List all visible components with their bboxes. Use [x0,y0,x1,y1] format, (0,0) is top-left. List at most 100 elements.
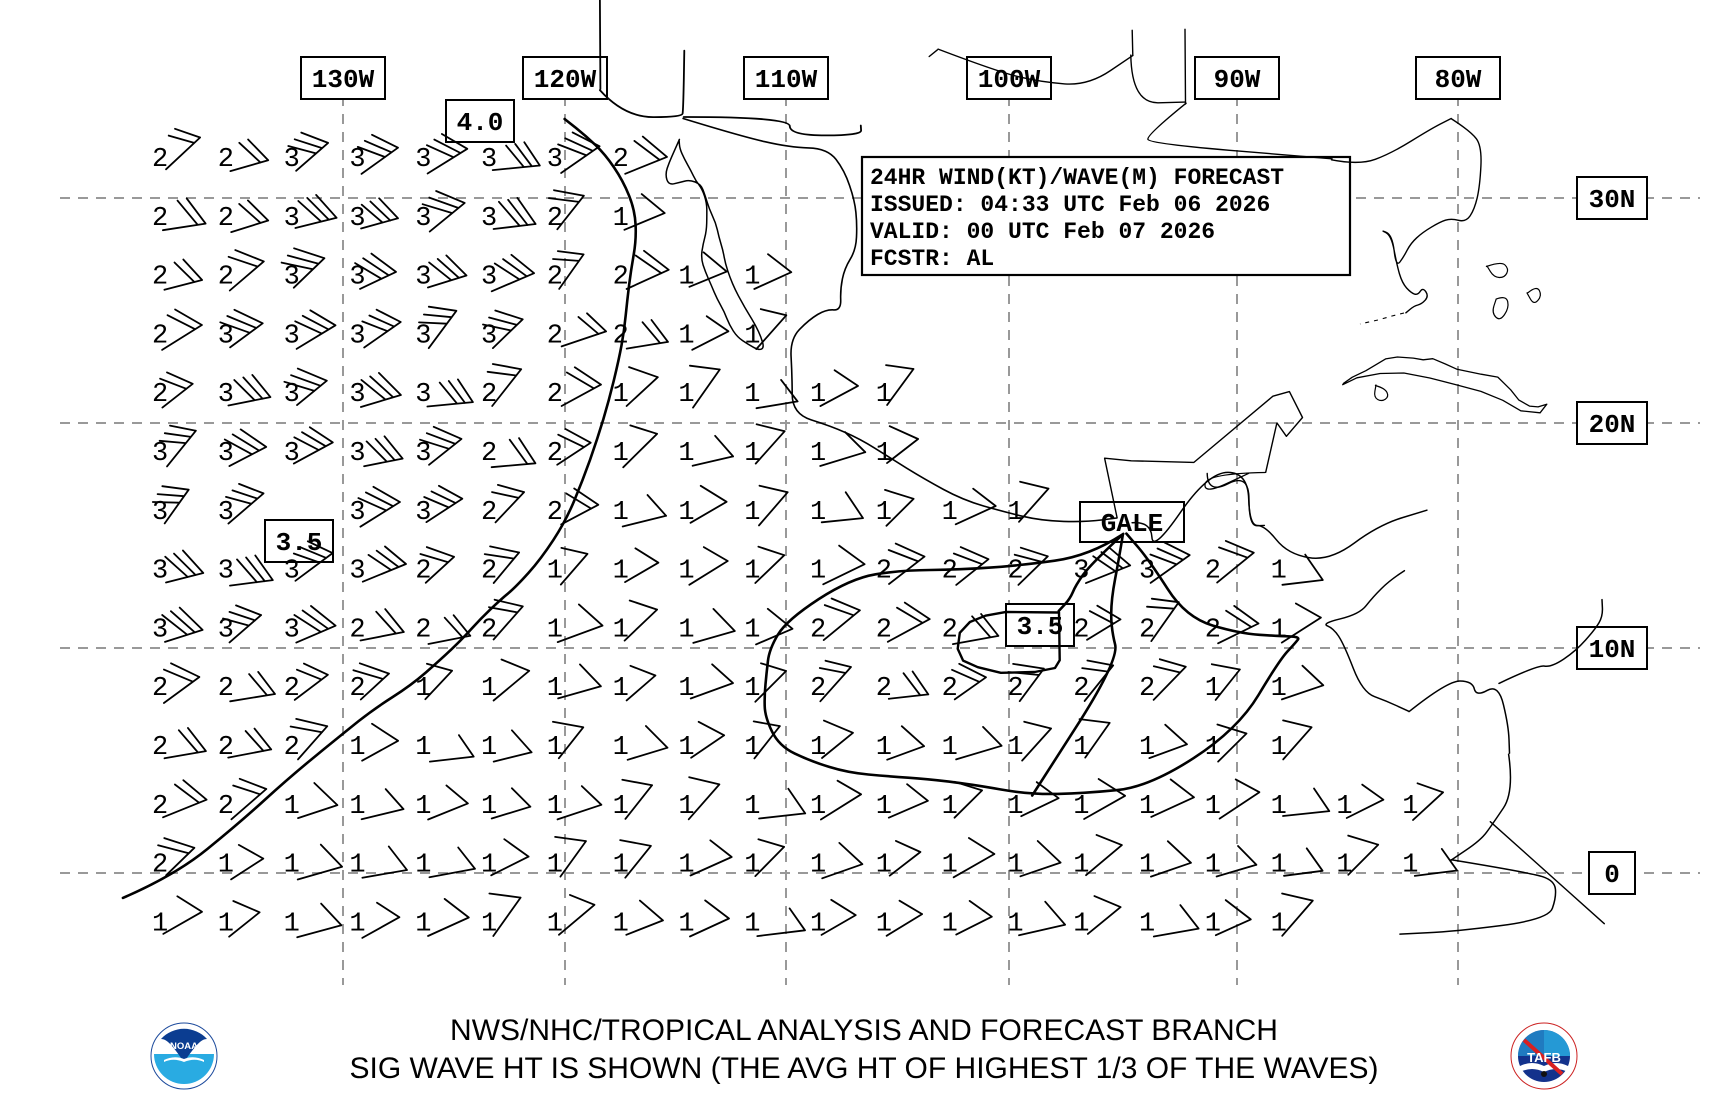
svg-text:1: 1 [810,851,826,881]
svg-text:1: 1 [1139,792,1155,822]
svg-text:3: 3 [349,321,365,351]
svg-text:1: 1 [1205,792,1221,822]
svg-text:2: 2 [481,498,497,528]
svg-text:1: 1 [547,792,563,822]
svg-text:2: 2 [415,557,431,587]
svg-text:1: 1 [678,733,694,763]
svg-text:1: 1 [1007,498,1023,528]
svg-text:1: 1 [1073,733,1089,763]
svg-text:1: 1 [152,909,168,939]
svg-text:3.5: 3.5 [1017,612,1064,642]
svg-text:3: 3 [415,204,431,234]
svg-text:2: 2 [942,557,958,587]
svg-text:2: 2 [152,263,168,293]
svg-text:1: 1 [1007,792,1023,822]
svg-text:2: 2 [152,145,168,175]
svg-text:1: 1 [810,498,826,528]
svg-text:2: 2 [349,615,365,645]
svg-text:2: 2 [876,674,892,704]
svg-text:3: 3 [284,439,300,469]
svg-text:1: 1 [547,674,563,704]
svg-text:1: 1 [678,792,694,822]
svg-text:1: 1 [1205,674,1221,704]
svg-text:30N: 30N [1589,185,1636,215]
svg-text:2: 2 [481,380,497,410]
svg-text:3: 3 [349,204,365,234]
svg-text:1: 1 [744,733,760,763]
svg-text:3: 3 [284,204,300,234]
svg-text:1: 1 [942,498,958,528]
svg-text:3: 3 [349,439,365,469]
svg-text:120W: 120W [534,65,597,95]
svg-text:1: 1 [942,733,958,763]
svg-text:1: 1 [284,792,300,822]
svg-text:90W: 90W [1214,65,1261,95]
svg-text:3: 3 [218,557,234,587]
svg-text:2: 2 [942,615,958,645]
svg-text:1: 1 [481,851,497,881]
svg-text:SIG WAVE HT IS SHOWN (THE AVG: SIG WAVE HT IS SHOWN (THE AVG HT OF HIGH… [349,1052,1378,1085]
svg-text:3: 3 [547,145,563,175]
svg-text:3: 3 [481,263,497,293]
svg-text:1: 1 [415,851,431,881]
svg-text:TAFB: TAFB [1527,1050,1561,1065]
svg-text:NOAA: NOAA [170,1041,198,1052]
svg-text:1: 1 [547,909,563,939]
svg-text:2: 2 [547,380,563,410]
svg-text:1: 1 [613,733,629,763]
svg-text:3: 3 [415,498,431,528]
svg-text:3: 3 [415,145,431,175]
svg-text:1: 1 [678,615,694,645]
svg-text:1: 1 [678,674,694,704]
svg-text:1: 1 [547,557,563,587]
svg-text:1: 1 [349,733,365,763]
svg-text:2: 2 [218,204,234,234]
svg-text:1: 1 [613,615,629,645]
svg-text:1: 1 [349,909,365,939]
svg-text:1: 1 [810,380,826,410]
svg-text:2: 2 [613,321,629,351]
svg-text:1: 1 [1139,733,1155,763]
svg-text:1: 1 [218,851,234,881]
svg-text:1: 1 [744,615,760,645]
svg-text:10N: 10N [1589,635,1636,665]
svg-text:FCSTR: AL: FCSTR: AL [870,246,994,272]
svg-text:1: 1 [1139,909,1155,939]
svg-text:80W: 80W [1435,65,1482,95]
svg-text:1: 1 [349,792,365,822]
svg-text:24HR WIND(KT)/WAVE(M) FORECAST: 24HR WIND(KT)/WAVE(M) FORECAST [870,165,1284,191]
svg-text:1: 1 [1073,851,1089,881]
svg-text:1: 1 [678,321,694,351]
svg-text:3: 3 [284,321,300,351]
svg-text:2: 2 [1073,674,1089,704]
svg-text:1: 1 [678,263,694,293]
svg-text:1: 1 [349,851,365,881]
svg-text:1: 1 [613,498,629,528]
svg-text:3: 3 [349,498,365,528]
svg-text:20N: 20N [1589,410,1636,440]
svg-text:1: 1 [678,380,694,410]
svg-text:1: 1 [744,439,760,469]
svg-text:3: 3 [284,263,300,293]
svg-text:2: 2 [415,615,431,645]
svg-text:2: 2 [613,145,629,175]
svg-text:3: 3 [152,439,168,469]
svg-text:1: 1 [1336,851,1352,881]
svg-text:2: 2 [1205,615,1221,645]
svg-text:2: 2 [349,674,365,704]
svg-text:1: 1 [1007,733,1023,763]
svg-text:1: 1 [744,909,760,939]
svg-text:1: 1 [284,851,300,881]
svg-text:2: 2 [547,204,563,234]
svg-text:2: 2 [1139,615,1155,645]
svg-text:2: 2 [547,439,563,469]
svg-text:1: 1 [810,733,826,763]
svg-text:1: 1 [481,733,497,763]
svg-text:3: 3 [284,615,300,645]
svg-text:2: 2 [152,792,168,822]
svg-text:2: 2 [218,674,234,704]
svg-text:1: 1 [744,380,760,410]
svg-text:1: 1 [1205,733,1221,763]
svg-text:1: 1 [1271,557,1287,587]
svg-text:1: 1 [810,909,826,939]
